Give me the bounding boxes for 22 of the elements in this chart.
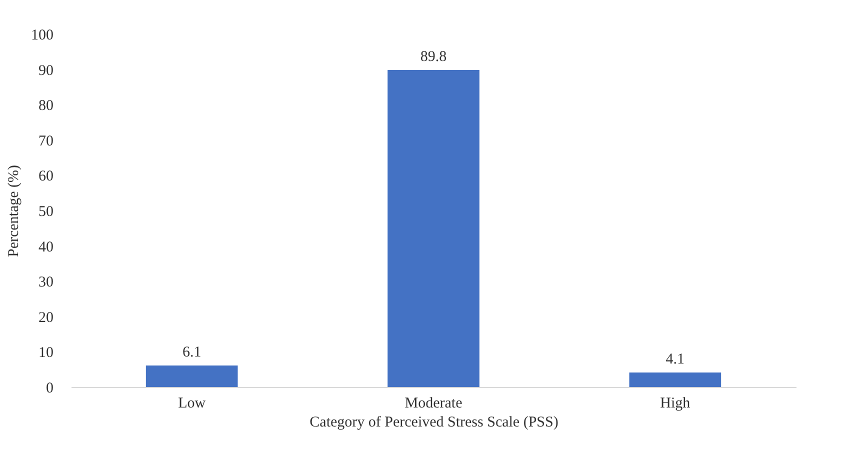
x-axis-title: Category of Perceived Stress Scale (PSS) [310,414,558,430]
y-tick-label: 30 [38,274,54,291]
y-axis-title: Percentage (%) [6,164,22,258]
bar [629,372,722,387]
y-tick-label: 40 [38,239,54,256]
x-tick-label: High [660,396,691,412]
y-tick-label: 90 [38,62,54,79]
y-tick-label: 80 [38,98,54,114]
y-tick-label: 100 [31,28,54,44]
y-tick-label: 60 [38,168,54,185]
y-tick-label: 0 [46,380,54,396]
x-tick-label: Moderate [404,396,463,412]
data-label: 4.1 [666,352,685,368]
y-tick-label: 50 [38,204,54,220]
y-tick-label: 20 [38,310,54,326]
x-tick-label: Low [178,396,206,412]
data-label: 89.8 [420,49,447,66]
y-tick-label: 70 [38,133,54,150]
data-label: 6.1 [182,344,202,360]
bar [146,365,238,387]
bar [388,70,480,387]
y-tick-label: 10 [38,345,54,362]
